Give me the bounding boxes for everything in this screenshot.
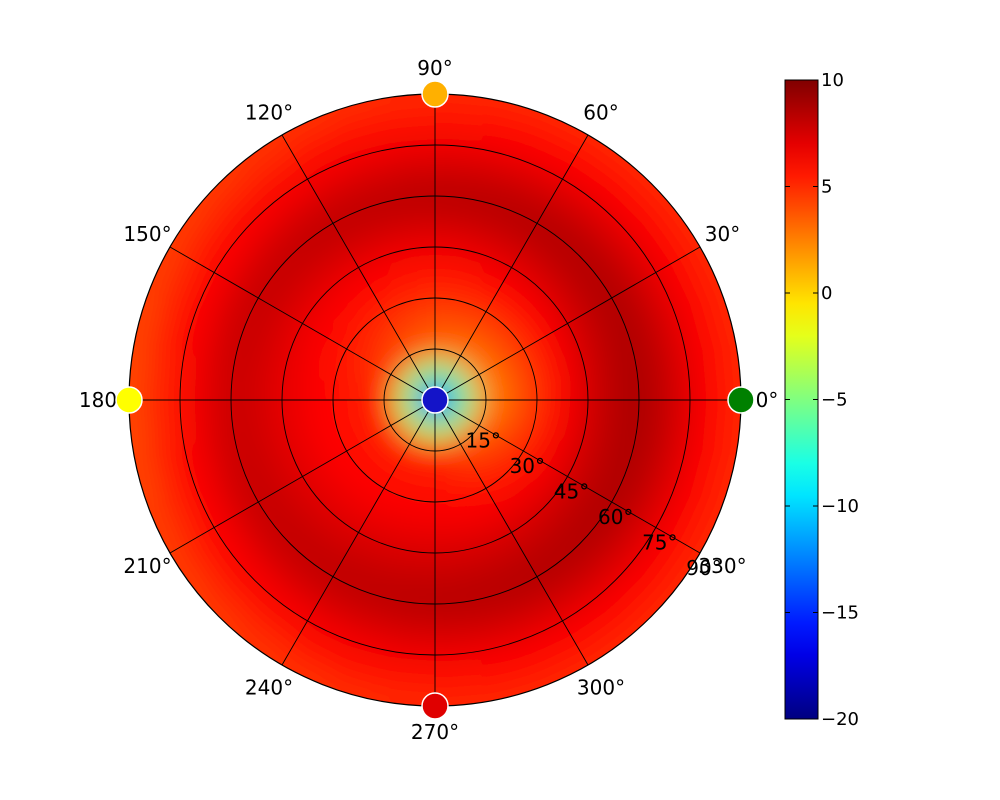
heatmap-cell [434, 276, 458, 301]
marker-point [421, 386, 449, 414]
theta-tick-label: 210° [123, 554, 171, 578]
heatmap-cell [250, 399, 275, 433]
colorbar-tick-label: −5 [821, 390, 848, 411]
heatmap-cell [409, 256, 436, 281]
heatmap-cell [398, 580, 436, 605]
marker-point [421, 692, 449, 720]
heatmap-cell [434, 195, 472, 220]
colorbar-tick-label: −15 [821, 603, 859, 624]
heatmap-cell [434, 94, 493, 100]
heatmap-cell [554, 374, 579, 401]
heatmap-cell [554, 399, 579, 426]
heatmap-cell [395, 600, 436, 626]
heatmap-cell [395, 174, 436, 200]
theta-tick-label: 330° [698, 554, 746, 578]
theta-tick-label: 150° [123, 222, 171, 246]
heatmap-cell [402, 215, 436, 240]
r-tick-label: 45° [554, 480, 589, 504]
heatmap-cell [434, 174, 475, 200]
markers [115, 80, 755, 720]
marker-point [727, 386, 755, 414]
theta-tick-label: 300° [577, 676, 625, 700]
marker-point [115, 386, 143, 414]
theta-tick-label: 60° [583, 101, 618, 125]
r-tick-label: 60° [598, 505, 633, 529]
marker-point [421, 80, 449, 108]
r-tick-label: 15° [465, 429, 500, 453]
heatmap-cell [230, 399, 255, 437]
heatmap-cell [434, 94, 489, 120]
colorbar-ticks: 10 5 0 −5 −10 −15 −20 [785, 70, 859, 730]
heatmap-cell [434, 519, 461, 544]
heatmap-cell [635, 399, 661, 440]
colorbar-tick-label: 0 [821, 283, 832, 304]
heatmap-cell [434, 297, 454, 321]
heatmap-cell [514, 399, 538, 419]
heatmap-cell [434, 600, 475, 626]
heatmap-cell [209, 399, 235, 440]
theta-tick-label: 240° [245, 676, 293, 700]
heatmap-cell [434, 560, 468, 585]
heatmap-cell [129, 399, 135, 458]
theta-tick-label: 90° [417, 56, 452, 80]
colorbar-tick-label: −20 [821, 709, 859, 730]
theta-tick-label: 120° [245, 101, 293, 125]
heatmap-cell [595, 367, 620, 401]
heatmap-cell [715, 399, 741, 454]
heatmap-cell [402, 560, 436, 585]
theta-tick-label: 270° [411, 720, 459, 744]
heatmap-cell [615, 399, 640, 437]
theta-gridline [434, 399, 701, 554]
heatmap-cell [434, 256, 461, 281]
theta-tick-labels: 0°30°60°90°120°150°180°210°240°270°300°3… [79, 56, 778, 744]
r-tick-labels: 15° 30° 45° 60° 75° 90° [465, 429, 721, 581]
heatmap-cell [230, 363, 255, 401]
heatmap-cell [615, 363, 640, 401]
heatmap-cell [534, 399, 559, 423]
theta-gridline [281, 134, 436, 401]
heatmap-cell [311, 377, 336, 401]
colorbar: 10 5 0 −5 −10 −15 −20 [784, 70, 859, 730]
heatmap-cell [377, 700, 436, 706]
theta-gridline [434, 134, 589, 401]
theta-tick-label: 0° [756, 388, 779, 412]
heatmap-cell [377, 94, 436, 100]
heatmap-cell [381, 680, 436, 706]
heatmap-cell [434, 700, 493, 706]
heatmap-cell [409, 519, 436, 544]
heatmap-cell [129, 342, 135, 401]
theta-gridline [434, 246, 701, 401]
heatmap-cell [250, 367, 275, 401]
heatmap-cell [434, 215, 468, 240]
r-tick-label: 75° [642, 531, 677, 555]
heatmap-cell [398, 195, 436, 220]
heatmap-cell [735, 399, 741, 458]
colorbar-tick-label: −10 [821, 496, 859, 517]
heatmap-cell [412, 499, 436, 524]
theta-gridline [169, 399, 436, 554]
heatmap-cell [635, 360, 661, 401]
heatmap-cell [332, 381, 356, 401]
heatmap-cell [291, 374, 316, 401]
heatmap-cell [129, 346, 155, 401]
theta-gridline [281, 399, 436, 666]
colorbar-tick-label: 10 [821, 70, 844, 91]
r-tick-label: 90° [686, 556, 721, 580]
heatmap-cell [595, 399, 620, 433]
colorbar-tick-label: 5 [821, 177, 832, 198]
theta-tick-label: 30° [705, 222, 740, 246]
heatmap-cell [291, 399, 316, 426]
theta-gridline [434, 399, 589, 666]
theta-gridline [169, 246, 436, 401]
heatmap-cell [735, 342, 741, 401]
heatmap-cell [416, 479, 436, 503]
r-tick-label: 30° [510, 454, 545, 478]
heatmap-cell [434, 580, 472, 605]
heatmap-cell [209, 360, 235, 401]
